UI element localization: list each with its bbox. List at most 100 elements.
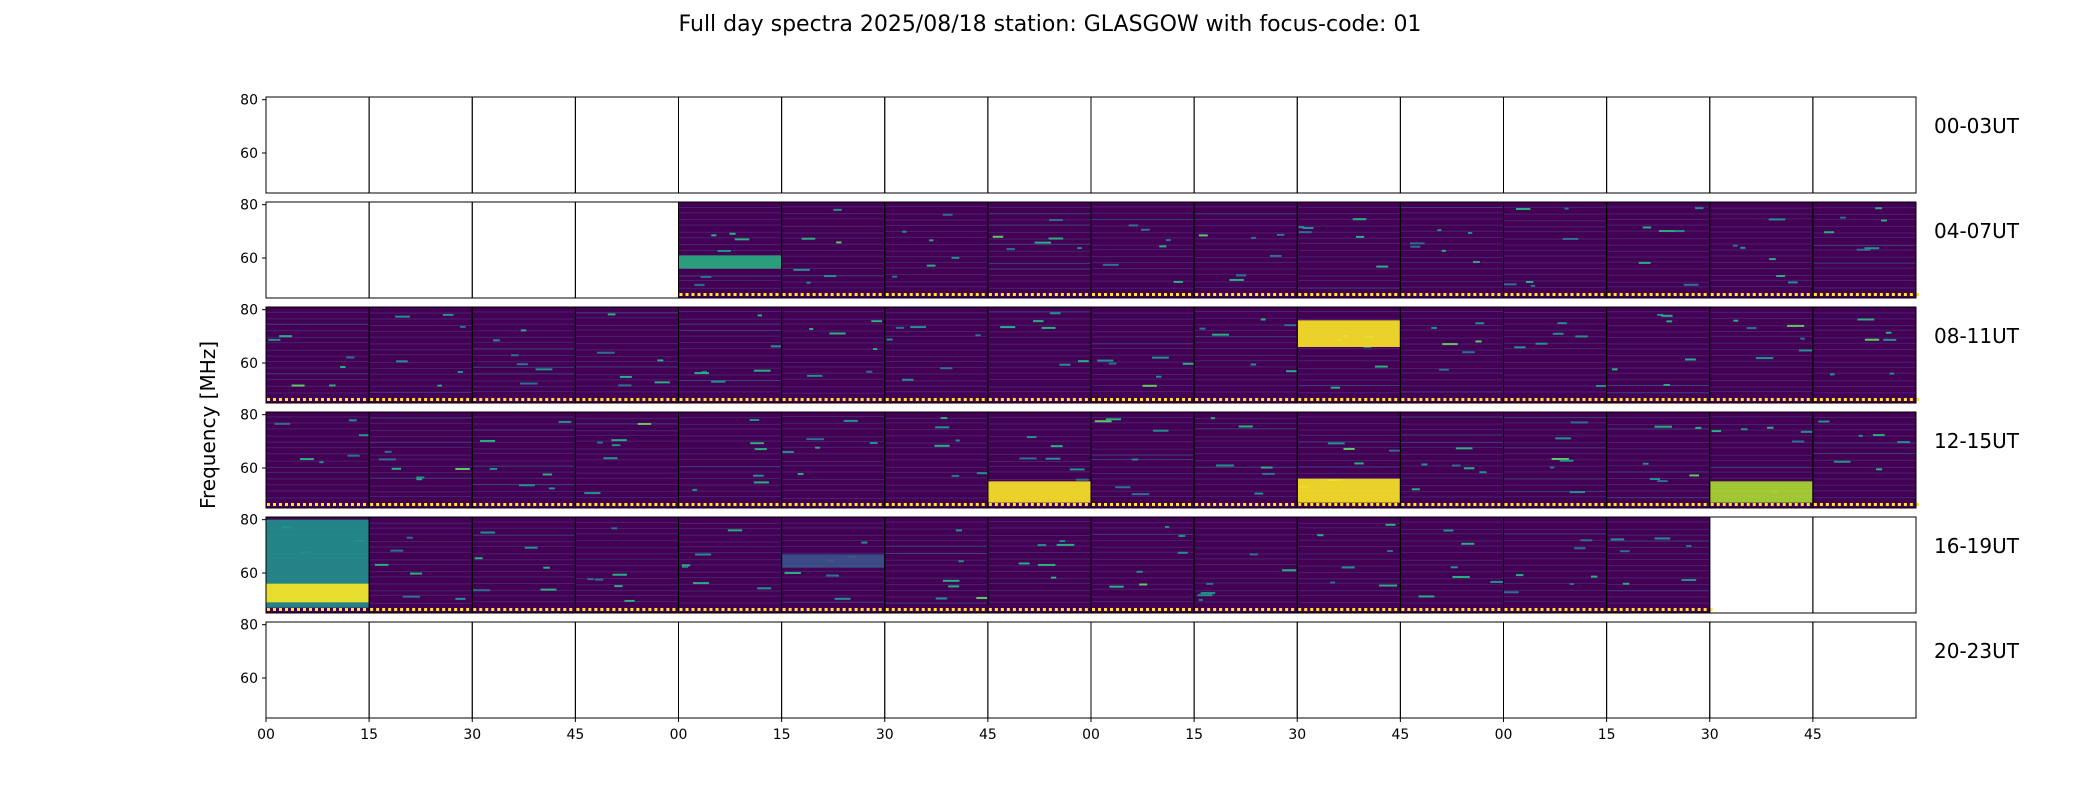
speckle <box>1284 324 1297 327</box>
interference-line <box>1297 275 1401 277</box>
interference-line <box>987 324 1091 326</box>
calibration-dot <box>1182 293 1185 296</box>
calibration-dot <box>370 398 374 401</box>
interference-line <box>369 465 473 467</box>
speckle <box>1864 247 1880 250</box>
panel-frame <box>1503 96 1608 194</box>
interference-line <box>678 435 782 437</box>
calibration-dot <box>1782 503 1786 506</box>
calibration-dot <box>1752 503 1756 506</box>
calibration-dot <box>1637 293 1641 296</box>
calibration-dot <box>1340 503 1344 506</box>
calibration-dot <box>1722 398 1726 401</box>
interference-line <box>678 590 782 592</box>
calibration-dot <box>327 503 330 506</box>
calibration-dot <box>1122 293 1125 296</box>
interference-line <box>678 466 782 468</box>
interference-line <box>1606 325 1710 327</box>
spectrum-panel <box>1812 307 1919 403</box>
interference-line <box>678 318 782 320</box>
interference-line <box>1709 274 1813 276</box>
calibration-dot <box>1158 503 1161 506</box>
calibration-dot <box>1188 293 1191 296</box>
calibration-dot <box>1249 503 1253 506</box>
interference-line <box>987 478 1091 480</box>
interference-line <box>781 218 885 220</box>
calibration-dot <box>745 293 749 296</box>
calibration-dot <box>1855 293 1859 296</box>
speckle <box>1056 543 1075 546</box>
interference-line <box>1297 373 1401 375</box>
speckle <box>1473 261 1480 264</box>
calibration-dot <box>291 608 294 611</box>
spectrum-panel <box>575 412 682 508</box>
interference-line <box>266 373 370 375</box>
calibration-dot <box>1607 608 1611 611</box>
calibration-dot <box>800 503 804 506</box>
interference-line <box>472 601 576 603</box>
interference-line <box>987 280 1091 282</box>
interference-line <box>678 551 782 553</box>
calibration-dot <box>769 398 773 401</box>
speckle <box>1105 418 1122 421</box>
spectrum-background <box>884 307 988 403</box>
speckle <box>402 595 421 598</box>
calibration-dot <box>1619 503 1623 506</box>
calibration-dot <box>1667 293 1671 296</box>
calibration-dot <box>569 608 573 611</box>
speckle <box>1379 584 1398 587</box>
interference-line <box>781 595 885 597</box>
calibration-dot <box>878 503 882 506</box>
speckle <box>1503 283 1517 286</box>
interference-line <box>1400 224 1504 226</box>
interference-line <box>1091 237 1195 239</box>
speckle <box>637 422 652 425</box>
interference-line <box>1606 546 1710 548</box>
interference-line <box>884 590 988 592</box>
speckle <box>1525 281 1534 284</box>
calibration-dot <box>1255 398 1259 401</box>
interference-line <box>369 391 473 393</box>
interference-line <box>266 367 370 369</box>
interference-line <box>266 318 370 320</box>
calibration-dot <box>939 398 943 401</box>
interference-line <box>1400 528 1504 530</box>
interference-line <box>884 206 988 208</box>
calibration-dot <box>975 398 979 401</box>
calibration-dot <box>1788 293 1792 296</box>
calibration-dot <box>1897 503 1901 506</box>
calibration-dot <box>1128 293 1131 296</box>
interference-line <box>1400 423 1504 425</box>
spectrum-panel <box>1503 517 1610 613</box>
speckle <box>902 378 914 381</box>
y-tick-label: 60 <box>240 251 258 267</box>
speckle <box>340 366 346 369</box>
calibration-dot <box>1219 293 1223 296</box>
interference-line <box>1709 466 1813 468</box>
calibration-dot <box>636 503 640 506</box>
interference-line <box>575 423 679 425</box>
calibration-dot <box>951 293 955 296</box>
calibration-dot <box>1346 608 1350 611</box>
speckle <box>1376 265 1389 268</box>
calibration-dot <box>1800 293 1804 296</box>
calibration-dot <box>878 398 882 401</box>
calibration-dot <box>1104 398 1107 401</box>
speckle <box>1439 368 1449 371</box>
interference-line <box>575 329 679 331</box>
speckle <box>1050 576 1057 579</box>
calibration-dot <box>1691 503 1695 506</box>
interference-line <box>1709 255 1813 257</box>
interference-line <box>678 602 782 604</box>
calibration-dot <box>903 608 907 611</box>
interference-line <box>987 318 1091 320</box>
calibration-dot <box>1152 608 1155 611</box>
interference-line <box>1400 379 1504 381</box>
calibration-dot <box>533 608 537 611</box>
interference-line <box>1091 441 1195 443</box>
calibration-dot <box>1122 608 1125 611</box>
calibration-dot <box>1540 503 1544 506</box>
calibration-dot <box>836 398 840 401</box>
interference-line <box>1606 336 1710 338</box>
